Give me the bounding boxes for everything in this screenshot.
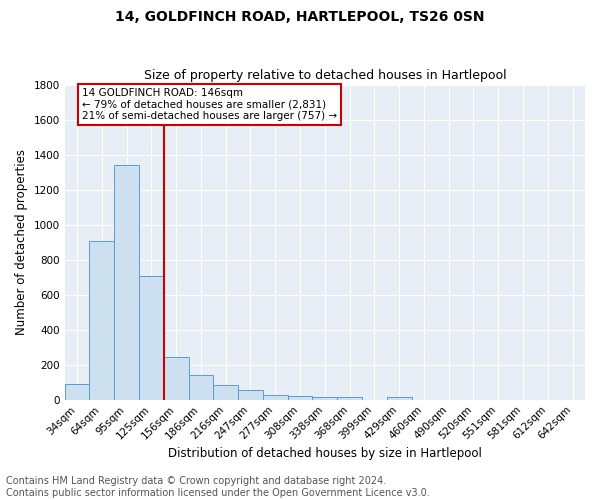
Bar [188, 375, 214, 400]
Bar [65, 384, 89, 400]
Bar [313, 396, 337, 400]
Bar [263, 395, 287, 400]
Bar [214, 385, 238, 400]
Bar [287, 396, 313, 400]
Bar [114, 165, 139, 400]
Bar [89, 242, 114, 400]
X-axis label: Distribution of detached houses by size in Hartlepool: Distribution of detached houses by size … [168, 447, 482, 460]
Bar [164, 357, 188, 400]
Text: 14, GOLDFINCH ROAD, HARTLEPOOL, TS26 0SN: 14, GOLDFINCH ROAD, HARTLEPOOL, TS26 0SN [115, 10, 485, 24]
Y-axis label: Number of detached properties: Number of detached properties [15, 149, 28, 335]
Bar [337, 397, 362, 400]
Text: Contains HM Land Registry data © Crown copyright and database right 2024.
Contai: Contains HM Land Registry data © Crown c… [6, 476, 430, 498]
Title: Size of property relative to detached houses in Hartlepool: Size of property relative to detached ho… [143, 69, 506, 82]
Text: 14 GOLDFINCH ROAD: 146sqm
← 79% of detached houses are smaller (2,831)
21% of se: 14 GOLDFINCH ROAD: 146sqm ← 79% of detac… [82, 88, 337, 122]
Bar [139, 276, 164, 400]
Bar [238, 390, 263, 400]
Bar [387, 396, 412, 400]
